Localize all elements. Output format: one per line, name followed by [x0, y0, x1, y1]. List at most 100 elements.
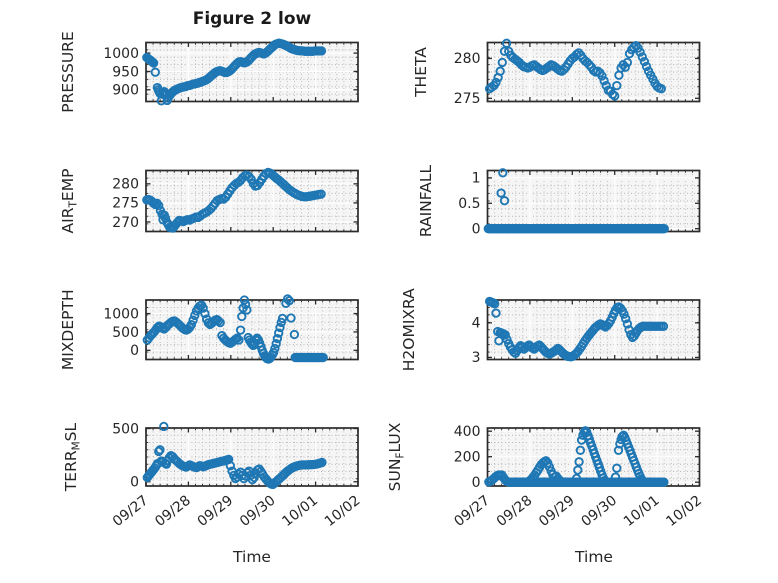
scatter-point: [497, 57, 507, 68]
y-axis-label: THETA: [412, 47, 430, 98]
y-tick-label: 280: [112, 177, 139, 193]
scatter-point: [232, 333, 242, 343]
subplot-sun_flux: 0 200 400 SUNFLUX 09/27 09/28 09/29 09/30 10/01 1…: [386, 422, 705, 530]
figure-title: Figure 2 low: [192, 9, 312, 29]
scatter-point: [573, 465, 583, 475]
scatter-point: [637, 52, 647, 62]
subplot-rainfall: 0 0.5 1 RAINFALL: [417, 164, 701, 238]
x-tick-label: 09/28: [152, 493, 194, 530]
scatter-point: [580, 426, 591, 436]
y-tick-label: 0: [130, 475, 139, 491]
x-tick-label: 09/29: [195, 493, 237, 530]
scatter-point: [641, 61, 652, 72]
scatter-point: [154, 446, 164, 457]
y-tick-label: 500: [112, 421, 139, 437]
scatter-point: [656, 84, 666, 94]
y-tick-label: 950: [112, 64, 139, 80]
scatter-point: [200, 308, 210, 319]
scatter-point: [597, 71, 607, 81]
scatter-point: [500, 330, 510, 340]
scatter-point: [268, 347, 279, 358]
scatter-point: [498, 168, 508, 178]
subplot-terr_msl: 0 500 TERRMSL 09/27 09/28 09/29 09/30 10/01 10/0…: [62, 421, 363, 530]
scatter-point: [274, 328, 284, 338]
scatter-point: [622, 319, 633, 329]
scatter-point: [659, 477, 669, 487]
y-axis-label: RAINFALL: [417, 164, 435, 237]
scatter-series: [484, 426, 669, 487]
scatter-point: [215, 317, 225, 328]
scatter-point: [240, 299, 251, 310]
subplot-mixdepth: 0 500 1000 MIXDEPTH: [59, 289, 359, 370]
y-tick-label: 0: [472, 475, 481, 491]
scatter-point: [551, 345, 561, 355]
scatter-point: [316, 46, 327, 56]
scatter-point: [237, 311, 247, 322]
scatter-point: [499, 46, 510, 56]
y-axis-label: SUNFLUX: [386, 422, 406, 491]
y-tick-label: 500: [112, 325, 139, 341]
scatter-point: [284, 296, 294, 306]
scatter-point: [271, 339, 281, 349]
x-tick-label: 09/30: [579, 493, 621, 530]
scatter-point: [622, 57, 633, 68]
scatter-point: [599, 76, 609, 86]
y-tick-label: 275: [454, 91, 481, 107]
scatter-point: [499, 196, 510, 206]
axes-border: [145, 41, 359, 103]
scatter-point: [574, 457, 584, 467]
scatter-point: [658, 321, 669, 331]
y-tick-label: 400: [454, 424, 481, 440]
scatter-point: [275, 322, 285, 333]
axes-border: [145, 427, 359, 487]
scatter-point: [186, 319, 197, 330]
subplot-air_temp: 270 275 280 AIRTEMP: [59, 167, 359, 233]
x-tick-label: 10/01: [621, 493, 663, 530]
scatter-point: [249, 472, 259, 483]
scatter-point: [234, 335, 244, 345]
scatter-point: [659, 224, 669, 234]
scatter-point: [631, 41, 641, 51]
scatter-point: [150, 67, 160, 77]
y-tick-label: 900: [112, 83, 139, 99]
scatter-point: [270, 343, 280, 354]
axes-border: [486, 41, 701, 103]
scatter-point: [148, 58, 159, 68]
scatter-series: [142, 294, 328, 364]
scatter-point: [612, 463, 622, 473]
scatter-point: [154, 200, 164, 211]
scatter-point: [277, 313, 288, 324]
axes-border: [486, 299, 701, 361]
scatter-point: [491, 77, 501, 88]
scatter-point: [491, 308, 501, 318]
x-tick-label: 09/27: [110, 493, 152, 530]
y-axis-label: H2OMIXRA: [400, 288, 418, 371]
scatter-point: [318, 352, 328, 363]
scatter-point: [610, 91, 620, 101]
y-tick-label: 270: [112, 215, 139, 231]
y-tick-label: 1000: [103, 306, 139, 322]
y-tick-label: 275: [112, 196, 139, 212]
scatter-point: [639, 56, 650, 67]
scatter-point: [496, 188, 506, 198]
y-tick-label: 1000: [103, 46, 139, 62]
scatter-point: [316, 189, 326, 199]
y-tick-label: 1: [472, 171, 481, 187]
scatter-point: [559, 64, 569, 75]
scatter-series: [483, 168, 669, 234]
y-axis-label: TERRMSL: [62, 422, 82, 492]
x-tick-label: 10/01: [279, 493, 321, 530]
subplot-pressure: 900 950 1000 PRESSURE: [59, 31, 359, 113]
scatter-point: [239, 295, 250, 305]
y-tick-label: 0: [130, 343, 139, 359]
x-tick-label: 09/30: [237, 493, 279, 530]
scatter-point: [495, 66, 505, 76]
scatter-point: [575, 445, 586, 455]
x-tick-label: 10/02: [322, 493, 364, 530]
scatter-point: [282, 294, 293, 304]
scatter-point: [635, 47, 645, 57]
scatter-series: [484, 296, 669, 362]
scatter-point: [188, 315, 198, 325]
